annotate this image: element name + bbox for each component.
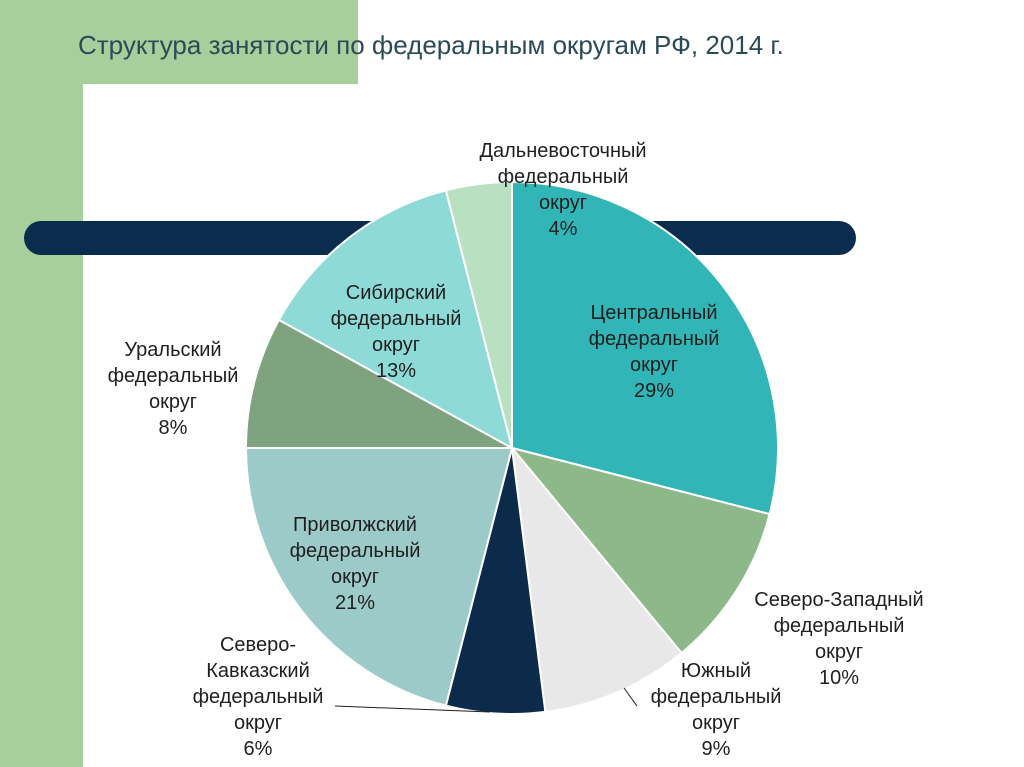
slice-label-6: Уральский федеральный округ 8% — [108, 337, 239, 441]
slice-value: 4% — [548, 218, 578, 240]
pie-slice-1 — [511, 180, 779, 516]
slice-value: 8% — [158, 417, 188, 439]
slice-label-4: Северо- Кавказский федеральный округ 6% — [193, 632, 324, 762]
slice-name: Центральный федеральный округ — [588, 302, 720, 376]
side-panel — [0, 0, 358, 84]
chart-title: Структура занятости по федеральным округ… — [78, 30, 784, 60]
slice-value: 13% — [375, 360, 417, 382]
slice-label-3: Южный федеральный округ 9% — [651, 658, 782, 762]
slice-label-7: Сибирский федеральный округ 13% — [331, 280, 462, 384]
slice-value: 21% — [334, 592, 376, 614]
slice-label-2: Северо-Западный федеральный округ 10% — [754, 587, 923, 691]
slice-value: 29% — [633, 380, 675, 402]
pie-slice-3 — [510, 444, 683, 714]
slice-label-8: Дальневосточный федеральный округ 4% — [479, 138, 646, 242]
slice-name: Сибирский федеральный округ — [330, 282, 462, 356]
leader-line-1 — [334, 705, 491, 713]
slice-value: 10% — [818, 667, 860, 689]
slice-name: Северо- Кавказский федеральный округ — [192, 634, 324, 734]
slice-label-5: Приволжский федеральный округ 21% — [290, 512, 421, 616]
leader-lines — [334, 687, 638, 713]
slice-name: Дальневосточный федеральный округ — [479, 140, 647, 214]
pie-chart — [244, 180, 779, 715]
leader-line-2 — [623, 687, 638, 707]
side-panel-strip — [0, 84, 83, 767]
pie-slice-5 — [244, 447, 514, 707]
pie-slice-7 — [277, 189, 514, 450]
slice-value: 9% — [701, 738, 731, 760]
slice-name: Северо-Западный федеральный округ — [754, 589, 924, 663]
slice-value: 6% — [243, 738, 273, 760]
pie-slice-8 — [444, 180, 513, 449]
slice-name: Уральский федеральный округ — [107, 339, 239, 413]
pie-slice-2 — [509, 446, 771, 655]
slice-name: Приволжский федеральный округ — [289, 514, 421, 588]
slice-name: Южный федеральный округ — [650, 660, 782, 734]
pie-slice-6 — [244, 318, 513, 449]
slice-label-1: Центральный федеральный округ 29% — [589, 300, 720, 404]
